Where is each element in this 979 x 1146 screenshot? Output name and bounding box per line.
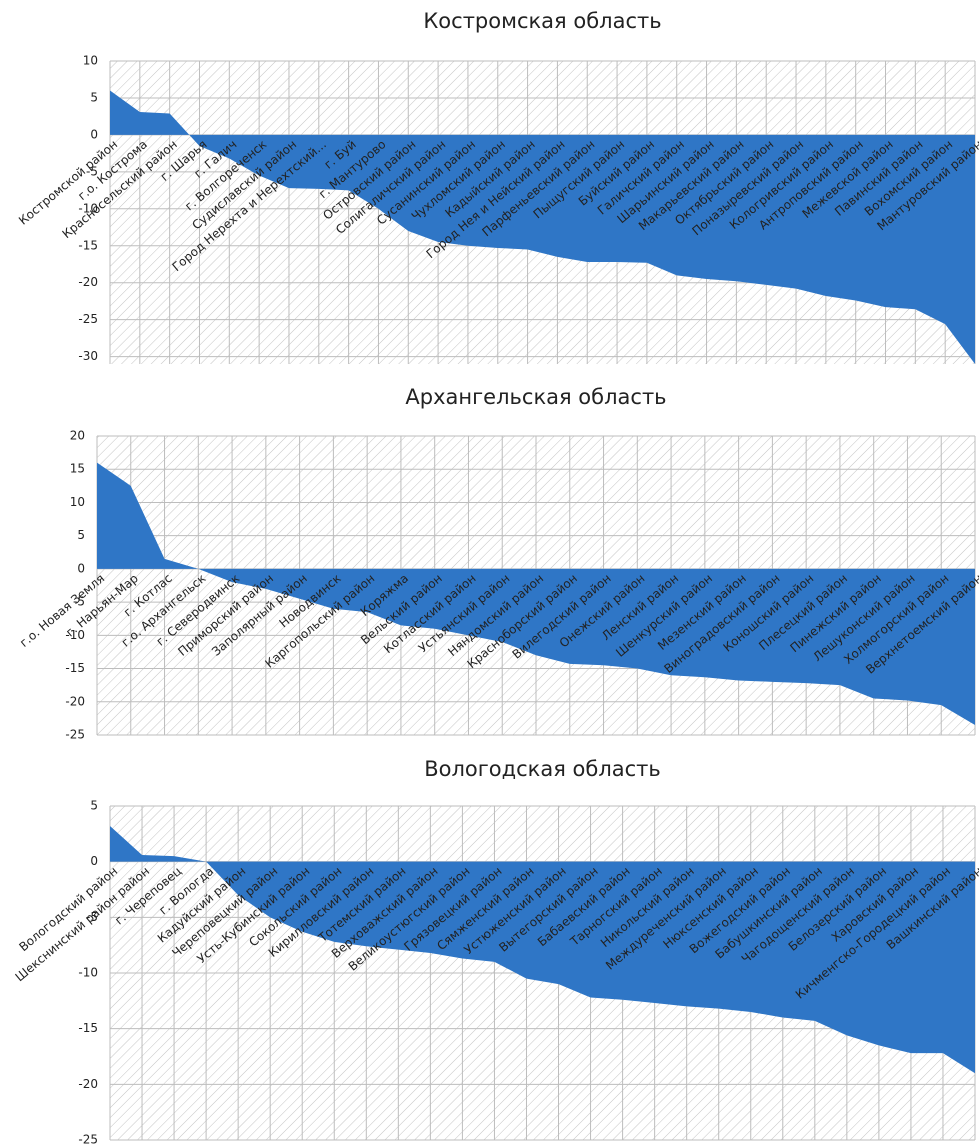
y-tick-label: -5 — [86, 164, 98, 178]
chart-title: Вологодская область — [424, 757, 661, 781]
y-tick-label: 15 — [70, 462, 85, 476]
y-tick-label: 0 — [77, 561, 85, 575]
y-tick-label: -10 — [78, 966, 98, 980]
y-tick-label: 5 — [90, 799, 98, 813]
y-tick-label: -5 — [86, 910, 98, 924]
y-tick-label: 5 — [90, 90, 98, 104]
y-tick-label: 10 — [83, 54, 98, 68]
y-tick-label: -10 — [65, 628, 85, 642]
y-tick-label: 20 — [70, 429, 85, 443]
y-tick-label: -15 — [65, 661, 85, 675]
y-tick-label: -25 — [65, 728, 85, 742]
y-tick-label: -20 — [78, 1077, 98, 1091]
y-tick-label: -5 — [73, 595, 85, 609]
area — [97, 462, 975, 726]
chart-title: Костромская область — [423, 9, 661, 33]
y-tick-label: 5 — [77, 528, 85, 542]
y-tick-label: -10 — [78, 201, 98, 215]
y-tick-label: 0 — [90, 127, 98, 141]
y-tick-label: -25 — [78, 312, 98, 326]
y-tick-label: -15 — [78, 1021, 98, 1035]
chart-title: Архангельская область — [405, 385, 666, 409]
y-tick-label: -25 — [78, 1133, 98, 1146]
y-tick-label: 10 — [70, 495, 85, 509]
y-tick-label: 0 — [90, 854, 98, 868]
y-tick-label: -20 — [78, 275, 98, 289]
y-tick-label: -20 — [65, 694, 85, 708]
area — [110, 826, 975, 1074]
y-tick-label: -30 — [78, 349, 98, 363]
y-tick-label: -15 — [78, 238, 98, 252]
area — [110, 90, 975, 364]
